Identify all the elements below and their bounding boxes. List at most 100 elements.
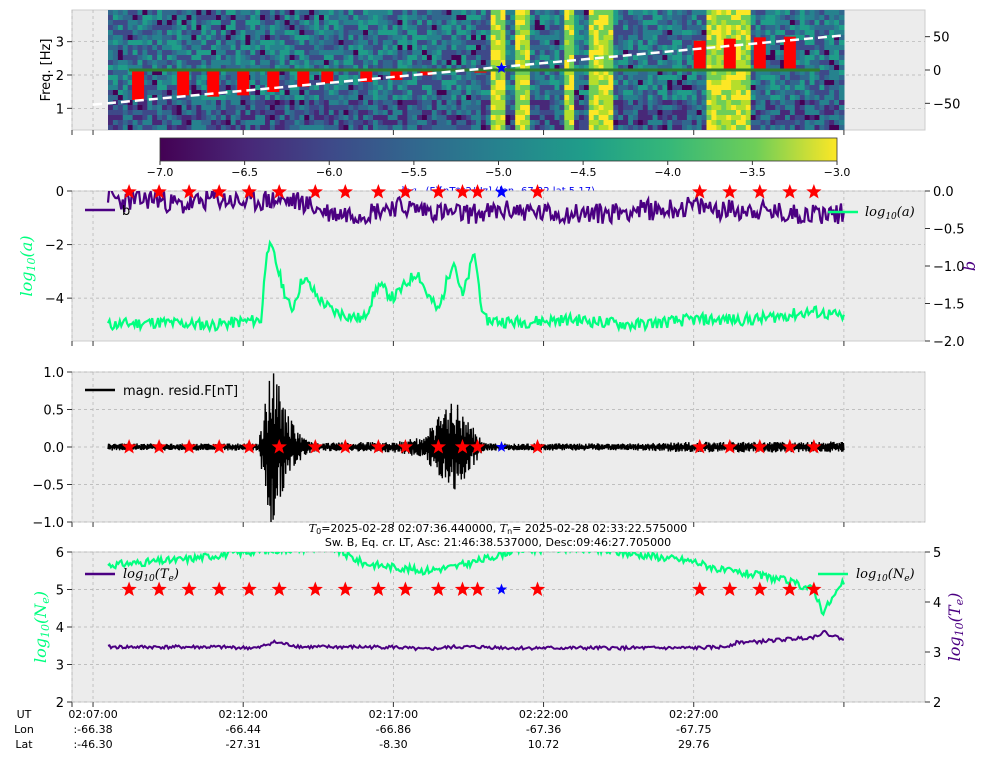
spectrogram-cell [662,10,668,16]
spectrogram-cell [279,55,286,61]
spectrogram-cell [471,40,477,46]
spectrogram-cell [216,40,222,46]
spectrogram-cell [637,110,644,116]
spectrogram-cell [294,70,300,76]
blue-star [495,583,508,595]
spectrogram-cell [147,55,153,61]
spectrogram-cell [294,115,300,121]
spectrogram-cell [647,60,654,66]
spectrogram-cell [647,90,654,96]
spectrogram-cell [382,25,389,31]
spectrogram-cell [579,80,585,86]
spectrogram-cell [544,20,551,26]
spectrogram-cell [382,35,389,41]
spectrogram-cell [525,60,531,66]
spectrogram-cell [216,50,222,56]
spectrogram-cell [539,100,546,106]
spectrogram-cell [495,10,502,16]
spectrogram-cell [363,30,369,36]
spectrogram-cell [112,70,119,76]
spectrogram-cell [829,105,835,111]
spectrogram-cell [476,95,482,101]
event-star [121,581,137,596]
spectrogram-cell [662,45,668,51]
spectrogram-cell [588,20,595,26]
spectrogram-cell [446,125,452,130]
spectrogram-cell [529,80,536,86]
spectrogram-cell [765,85,771,91]
spectrogram-cell [819,110,825,116]
row-label-ut: UT [17,708,32,721]
spectrogram-cell [829,85,835,91]
spectrogram-cell [809,50,816,56]
spectrogram-cell [274,20,281,26]
spectrogram-cell [476,20,482,26]
spectrogram-cell [328,105,335,111]
spectrogram-cell [181,45,188,51]
spectrogram-cell [726,125,732,130]
spectrogram-cell [623,100,629,106]
spectrogram-cell [122,25,129,31]
spectrogram-cell [245,35,251,41]
spectrogram-cell [319,50,325,56]
spectrogram-cell [686,55,693,61]
spectrogram-cell [770,80,776,86]
spectrogram-cell [731,80,737,86]
spectrogram-cell [642,45,649,51]
spectrogram-cell [319,15,325,21]
spectrogram-cell [819,55,825,61]
spectrogram-cell [623,15,629,21]
spectrogram-cell [539,115,546,121]
spectrogram-cell [647,125,654,130]
spectrogram-cell [628,40,634,46]
spectrogram-cell [770,45,776,51]
spectrogram-cell [755,105,762,111]
event-star [307,184,323,199]
spectrogram-cell [750,55,757,61]
spectrogram-cell [682,10,688,16]
spectrogram-cell [647,25,654,31]
spectrogram-cell [716,45,722,51]
spectrogram-cell [505,60,511,66]
spectrogram-cell [260,125,266,130]
spectrogram-cell [476,75,482,81]
spectrogram-cell [211,65,217,71]
event-star [307,581,323,596]
spectrogram-cell [476,45,482,51]
spectrogram-cell [127,45,134,51]
spectrogram-cell [382,120,389,126]
spectrogram-cell [794,80,801,86]
spectrogram-cell [363,35,369,41]
spectrogram-cell [760,100,766,106]
spectrogram-cell [672,30,678,36]
spectrogram-cell [682,30,688,36]
spectrogram-cell [691,90,698,96]
spectrogram-cell [839,40,845,46]
spectrogram-cell [495,85,502,91]
spectrogram-cell [564,70,570,76]
spectrogram-cell [755,120,762,126]
event-star [307,439,323,454]
spectrogram-cell [657,120,663,126]
spectrogram-cell [294,120,300,126]
spectrogram-cell [191,95,197,101]
spectrogram-cell [333,95,340,101]
spectrogram-cell [834,70,840,76]
spectrogram-cell [343,55,349,61]
spectrogram-cell [520,80,526,86]
spectrogram-cell [682,95,688,101]
spectrogram-cell [686,80,693,86]
spectrogram-cell [593,20,600,26]
spectrogram-cell [691,85,698,91]
spectrogram-cell [461,50,467,56]
spectrogram-cell [706,80,712,86]
spectrogram-cell [392,85,399,91]
spectrogram-cell [794,10,801,16]
spectrogram-cell [137,50,143,56]
spectrogram-cell [112,30,119,36]
spectrogram-cell [225,95,232,101]
spectrogram-cell [588,100,595,106]
spectrogram-cell [358,80,364,86]
spectrogram-cell [662,65,668,71]
spectrogram-cell [505,15,511,21]
